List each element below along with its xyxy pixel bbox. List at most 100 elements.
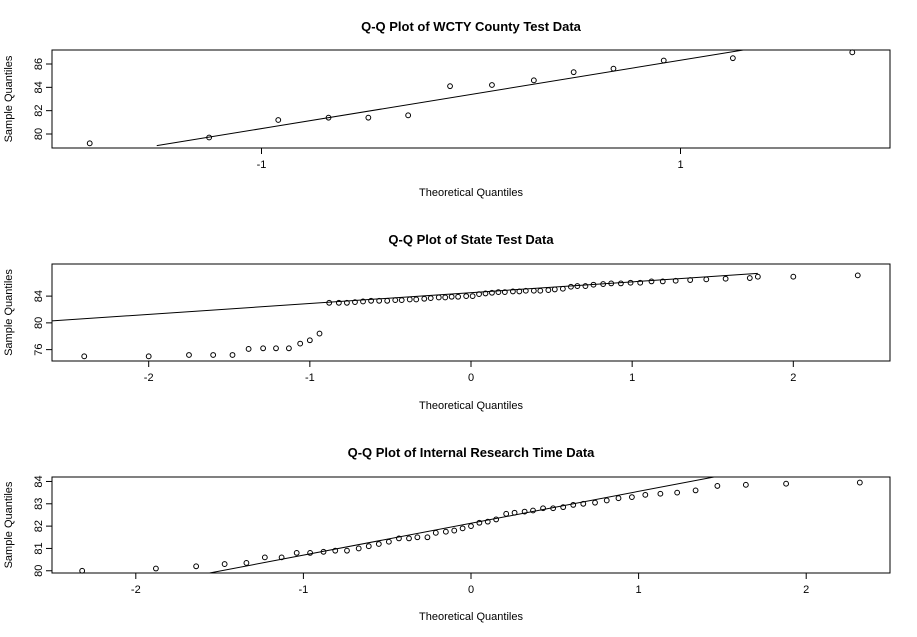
- data-point: [489, 289, 495, 296]
- data-point: [703, 276, 710, 283]
- x-tick-label: 0: [468, 584, 474, 596]
- data-point: [316, 330, 323, 337]
- data-point: [522, 287, 529, 294]
- data-point: [396, 535, 402, 542]
- data-point: [145, 353, 152, 360]
- data-point: [754, 273, 761, 280]
- data-point: [325, 114, 332, 121]
- y-axis-label: Sample Quantiles: [3, 269, 15, 356]
- data-point: [854, 272, 861, 279]
- data-point: [81, 353, 88, 360]
- data-point: [590, 281, 597, 288]
- y-axis-label: Sample Quantiles: [3, 55, 15, 142]
- data-point: [193, 563, 200, 570]
- data-point: [326, 299, 333, 306]
- data-point: [495, 289, 502, 295]
- data-point: [459, 525, 466, 532]
- data-point: [451, 527, 458, 534]
- data-point: [674, 489, 681, 496]
- data-point: [447, 83, 453, 90]
- data-point: [376, 297, 383, 304]
- x-tick-label: -1: [305, 372, 315, 384]
- data-point: [530, 77, 537, 84]
- data-point: [530, 507, 536, 514]
- plot-frame: [51, 476, 891, 574]
- data-point: [414, 534, 421, 541]
- data-point: [384, 297, 391, 304]
- data-point: [186, 352, 192, 358]
- x-tick-label: 1: [636, 584, 642, 596]
- data-point: [790, 273, 797, 280]
- y-tick-label: 82: [33, 520, 45, 532]
- data-point: [540, 505, 546, 512]
- chart-title: Q-Q Plot of WCTY County Test Data: [361, 19, 582, 34]
- data-point: [849, 49, 856, 56]
- data-point: [648, 278, 655, 285]
- qq-reference-line: [156, 50, 744, 147]
- data-point: [335, 299, 342, 306]
- y-tick-label: 83: [33, 498, 45, 510]
- data-point: [627, 279, 634, 286]
- data-point: [360, 298, 366, 305]
- data-point: [489, 82, 495, 88]
- qq-reference-line: [52, 272, 758, 322]
- x-tick-label: 0: [468, 372, 474, 384]
- data-point: [511, 509, 518, 516]
- data-point: [551, 286, 558, 293]
- data-point: [344, 547, 350, 554]
- data-point: [320, 548, 327, 555]
- panel-state: Q-Q Plot of State Test Data Theoretical Q…: [3, 232, 891, 412]
- x-tick-label: 2: [790, 372, 796, 384]
- y-tick-label: 76: [33, 344, 45, 356]
- data-point: [722, 275, 729, 282]
- y-tick-label: 84: [33, 475, 45, 487]
- data-point: [570, 502, 577, 508]
- panel-wcty-county: Q-Q Plot of WCTY County Test Data Theoret…: [3, 19, 891, 199]
- data-point: [275, 117, 282, 123]
- data-point: [516, 288, 523, 295]
- data-point: [448, 293, 455, 300]
- y-tick-label: 80: [33, 565, 45, 577]
- x-tick-label: -2: [131, 584, 141, 596]
- data-point: [455, 293, 462, 300]
- data-point: [307, 550, 314, 556]
- data-point: [600, 281, 607, 287]
- data-point: [560, 504, 567, 511]
- data-point: [86, 140, 93, 147]
- data-point: [243, 560, 250, 566]
- data-point: [442, 294, 449, 301]
- data-point: [692, 487, 699, 494]
- data-point: [637, 279, 644, 286]
- x-tick-label: -1: [257, 159, 267, 171]
- data-point: [405, 112, 412, 119]
- data-point: [398, 297, 405, 304]
- data-point: [476, 519, 483, 526]
- data-point: [368, 297, 374, 304]
- data-point: [221, 561, 228, 567]
- data-point: [568, 283, 574, 290]
- data-point: [660, 57, 667, 64]
- data-point: [729, 55, 736, 62]
- y-tick-label: 84: [33, 81, 45, 93]
- data-point: [427, 295, 434, 302]
- data-point: [580, 500, 587, 507]
- x-tick-label: 1: [629, 372, 635, 384]
- data-point: [229, 352, 236, 358]
- y-tick-label: 86: [33, 58, 45, 70]
- qq-reference-line: [209, 477, 715, 573]
- data-point: [355, 545, 362, 552]
- data-point: [592, 499, 598, 506]
- data-point: [545, 287, 552, 293]
- data-point: [476, 291, 482, 298]
- data-point: [344, 299, 350, 306]
- y-tick-label: 82: [33, 105, 45, 117]
- y-tick-label: 80: [33, 317, 45, 329]
- x-axis-label: Theoretical Quantiles: [419, 187, 523, 199]
- data-point: [559, 285, 566, 292]
- data-point: [424, 534, 431, 541]
- data-point: [365, 114, 372, 121]
- data-point: [375, 541, 382, 547]
- data-point: [482, 290, 489, 297]
- data-point: [260, 345, 267, 352]
